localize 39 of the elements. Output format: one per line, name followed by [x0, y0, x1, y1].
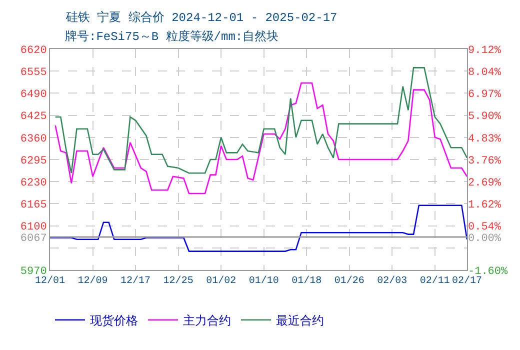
x-tick-label: 12/09	[78, 275, 108, 287]
y2-tick-label: 0.54%	[468, 222, 502, 234]
y-tick-label: 6360	[20, 133, 47, 146]
legend-label: 主力合约	[183, 314, 231, 329]
line-series	[54, 67, 467, 174]
x-tick-label: 02/17	[452, 275, 482, 287]
y2-tick-label: 9.12%	[468, 44, 502, 57]
y-tick-label: 6620	[20, 44, 47, 57]
line-series	[50, 204, 467, 252]
x-tick-label: 01/26	[334, 275, 364, 287]
x-tick-label: 12/01	[34, 275, 66, 287]
y2-tick-label: 6.97%	[468, 89, 502, 102]
legend-label: 最近合约	[276, 314, 324, 329]
y2-tick-label: 3.76%	[468, 155, 502, 168]
x-tick-label: 01/02	[206, 275, 236, 287]
chart-title: 硅铁 宁夏 综合价 2024-12-01 - 2025-02-17	[65, 10, 338, 25]
y-tick-label: 6295	[20, 155, 47, 168]
y2-tick-label: 5.90%	[468, 111, 502, 124]
x-tick-label: 12/25	[163, 275, 194, 287]
y2-tick-label: 8.04%	[468, 67, 502, 80]
y-tick-label: 6067	[20, 232, 47, 245]
x-tick-label: 01/18	[292, 275, 322, 287]
y-tick-label: 6100	[20, 222, 47, 234]
y2-tick-label: 0.00%	[468, 232, 502, 245]
chart-subtitle: 牌号:FeSi75～B 粒度等级/mm:自然块	[65, 29, 279, 44]
y2-tick-label: 4.83%	[468, 133, 502, 146]
x-tick-label: 12/17	[120, 275, 151, 287]
y2-tick-label: 2.69%	[468, 177, 502, 190]
y-tick-label: 6230	[20, 177, 47, 190]
y-tick-label: 6555	[20, 66, 47, 79]
line-series	[54, 82, 467, 194]
y-tick-label: 6490	[20, 89, 47, 102]
legend-label: 现货价格	[90, 314, 138, 329]
x-tick-label: 02/11	[420, 275, 450, 287]
x-tick-label: 01/10	[248, 275, 279, 287]
y2-tick-label: 1.62%	[468, 199, 502, 212]
y-tick-label: 6425	[20, 111, 47, 124]
y-tick-label: 6165	[20, 200, 47, 212]
x-tick-label: 02/03	[377, 275, 408, 287]
